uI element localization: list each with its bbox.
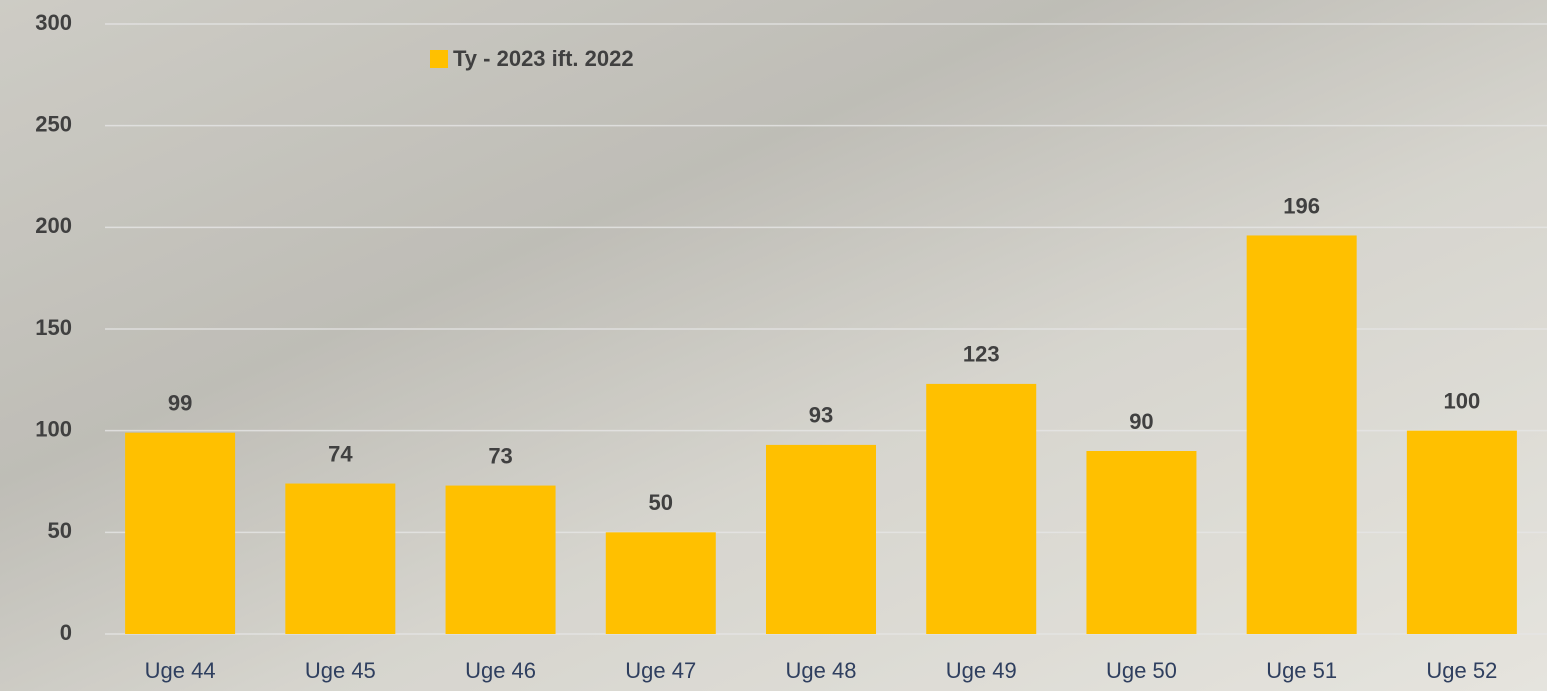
bar xyxy=(285,484,395,634)
value-label: 99 xyxy=(168,391,192,416)
value-label: 73 xyxy=(488,443,512,468)
bar xyxy=(125,433,235,634)
y-tick-label: 50 xyxy=(48,518,72,543)
x-tick-label: Uge 50 xyxy=(1106,658,1177,683)
value-label: 100 xyxy=(1444,388,1481,413)
x-tick-label: Uge 46 xyxy=(465,658,536,683)
y-tick-label: 200 xyxy=(35,213,72,238)
page: 0 50 100 150 200 250 300 Ty - 2023 ift. 2022 Uge… xyxy=(0,0,1547,691)
y-tick-label: 300 xyxy=(35,10,72,35)
x-tick-label: Uge 44 xyxy=(145,658,216,683)
bar xyxy=(606,532,716,634)
bar xyxy=(1247,235,1357,634)
bar xyxy=(1086,451,1196,634)
bar xyxy=(1407,431,1517,634)
value-label: 74 xyxy=(328,441,353,466)
x-tick-label: Uge 47 xyxy=(625,658,696,683)
bar xyxy=(446,486,556,634)
legend-label: Ty - 2023 ift. 2022 xyxy=(453,46,634,71)
legend-swatch xyxy=(430,50,448,68)
bar xyxy=(766,445,876,634)
x-tick-label: Uge 48 xyxy=(786,658,857,683)
x-tick-label: Uge 45 xyxy=(305,658,376,683)
value-label: 93 xyxy=(809,403,833,428)
value-label: 196 xyxy=(1283,193,1320,218)
x-tick-label: Uge 52 xyxy=(1426,658,1497,683)
x-tick-label: Uge 51 xyxy=(1266,658,1337,683)
y-tick-label: 250 xyxy=(35,111,72,136)
y-tick-label: 0 xyxy=(60,620,72,645)
value-label: 123 xyxy=(963,342,1000,367)
y-tick-label: 100 xyxy=(35,416,72,441)
value-label: 50 xyxy=(649,490,673,515)
bar xyxy=(926,384,1036,634)
chart: 0 50 100 150 200 250 300 Ty - 2023 ift. 2022 Uge… xyxy=(0,0,1547,691)
value-label: 90 xyxy=(1129,409,1153,434)
x-tick-label: Uge 49 xyxy=(946,658,1017,683)
y-tick-label: 150 xyxy=(35,315,72,340)
